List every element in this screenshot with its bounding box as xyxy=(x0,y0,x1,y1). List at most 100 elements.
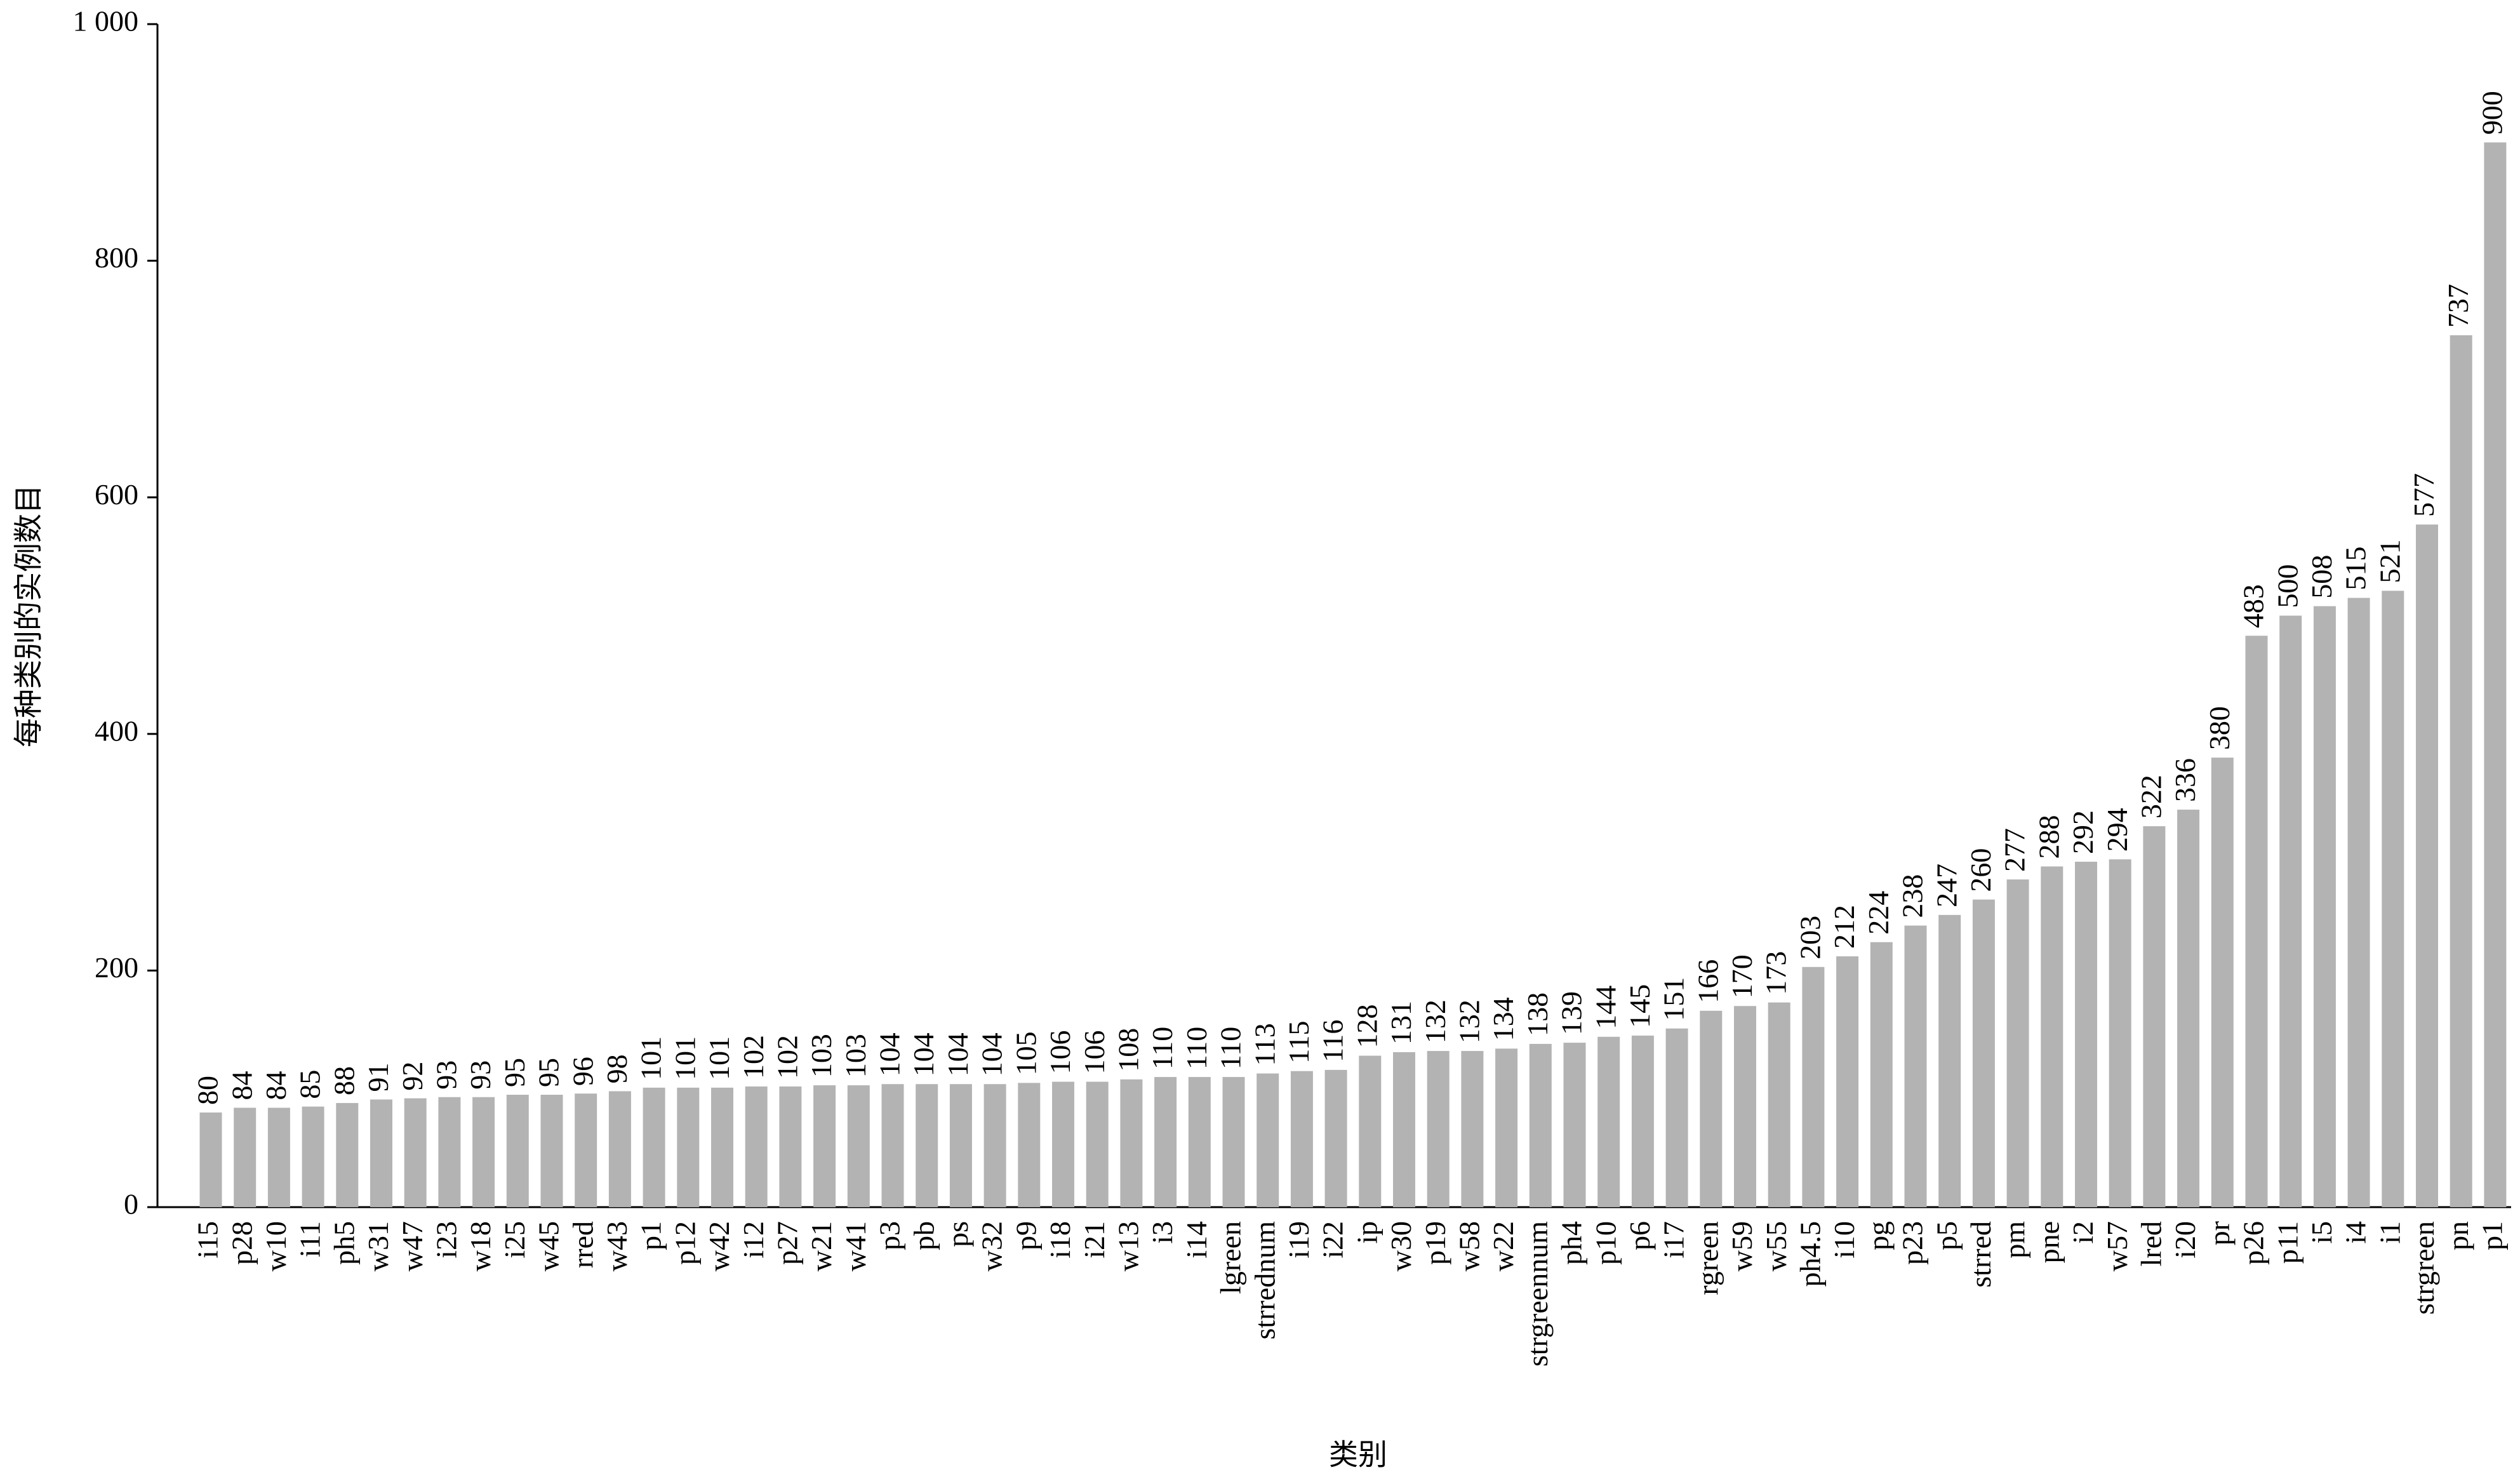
value-label: 508 xyxy=(2305,555,2338,599)
x-tick-label: p12 xyxy=(669,1221,701,1265)
bar xyxy=(1836,956,1859,1207)
x-tick-label: p23 xyxy=(1897,1221,1929,1265)
x-tick-label: w47 xyxy=(396,1221,429,1271)
value-label: 104 xyxy=(874,1033,906,1076)
x-tick-label: i18 xyxy=(1044,1221,1076,1259)
bar xyxy=(234,1107,257,1207)
bar xyxy=(1700,1010,1723,1207)
bar xyxy=(540,1095,563,1207)
value-label: 101 xyxy=(703,1036,735,1080)
x-tick-label: w45 xyxy=(533,1221,565,1271)
x-tick-label: rgreen xyxy=(1691,1221,1724,1295)
bar xyxy=(1290,1071,1313,1207)
bar xyxy=(2347,598,2370,1207)
bar xyxy=(643,1087,665,1207)
bar xyxy=(779,1086,802,1207)
y-axis-label: 每种类别的实例数目 xyxy=(13,485,45,747)
x-tick-label: p11 xyxy=(2271,1221,2303,1264)
bar xyxy=(881,1084,904,1207)
x-tick-label: w42 xyxy=(703,1221,735,1271)
value-label: 288 xyxy=(2032,815,2065,859)
x-tick-label: pn xyxy=(2442,1221,2474,1250)
x-tick-label: p1 xyxy=(2476,1221,2508,1250)
x-axis-label: 类别 xyxy=(1329,1439,1387,1471)
x-tick-label: p28 xyxy=(225,1221,258,1265)
x-tick-label: ps xyxy=(942,1221,974,1247)
x-tick-label: lred xyxy=(2135,1221,2167,1267)
y-tick-label: 800 xyxy=(95,241,138,274)
x-tick-label: p26 xyxy=(2237,1221,2270,1265)
value-label: 108 xyxy=(1112,1028,1144,1072)
value-label: 292 xyxy=(2067,810,2099,854)
bar xyxy=(370,1099,392,1207)
value-label: 88 xyxy=(328,1066,360,1095)
value-label: 277 xyxy=(1999,828,2031,872)
bar xyxy=(2177,810,2200,1207)
bar xyxy=(1529,1043,1552,1207)
value-label: 134 xyxy=(1487,997,1519,1041)
x-tick-label: pm xyxy=(1999,1221,2031,1259)
value-label: 96 xyxy=(566,1057,599,1086)
x-tick-label: i14 xyxy=(1180,1221,1213,1259)
value-label: 132 xyxy=(1419,999,1451,1043)
value-label: 173 xyxy=(1760,951,1792,995)
x-tick-label: p6 xyxy=(1623,1221,1656,1250)
bar xyxy=(1393,1052,1415,1207)
x-tick-label: p19 xyxy=(1419,1221,1451,1265)
bar xyxy=(2041,866,2063,1207)
value-label: 336 xyxy=(2169,758,2201,802)
bar xyxy=(1631,1035,1654,1207)
bar xyxy=(2382,591,2404,1207)
bar xyxy=(1563,1043,1586,1207)
x-tick-label: w32 xyxy=(976,1221,1008,1271)
value-label: 322 xyxy=(2135,775,2167,819)
x-tick-label: i5 xyxy=(2305,1221,2338,1244)
bar xyxy=(711,1087,733,1207)
x-tick-label: ph4.5 xyxy=(1794,1221,1826,1287)
x-tick-label: i21 xyxy=(1078,1221,1110,1259)
x-tick-label: w18 xyxy=(464,1221,497,1271)
x-tick-label: i10 xyxy=(1828,1221,1860,1259)
value-label: 103 xyxy=(805,1034,837,1078)
x-tick-label: w59 xyxy=(1726,1221,1758,1271)
bar xyxy=(2211,758,2234,1207)
x-tick-label: w43 xyxy=(601,1221,633,1271)
bar xyxy=(1222,1077,1245,1207)
x-tick-label: p27 xyxy=(771,1221,803,1265)
bar xyxy=(1597,1036,1620,1207)
value-label: 110 xyxy=(1215,1027,1247,1069)
value-label: 110 xyxy=(1146,1027,1178,1069)
x-tick-label: i23 xyxy=(430,1221,462,1259)
bar xyxy=(1461,1051,1484,1207)
value-label: 106 xyxy=(1044,1031,1076,1074)
value-label: 380 xyxy=(2203,706,2236,750)
y-tick-label: 400 xyxy=(95,714,138,747)
bar xyxy=(1120,1079,1143,1207)
x-tick-label: i11 xyxy=(294,1221,326,1257)
value-label: 93 xyxy=(464,1060,497,1090)
bar xyxy=(1802,966,1825,1207)
x-tick-label: w31 xyxy=(362,1221,394,1271)
x-tick-label: w22 xyxy=(1487,1221,1519,1271)
x-tick-label: w10 xyxy=(260,1221,292,1271)
bar xyxy=(1427,1051,1450,1207)
x-tick-label: i2 xyxy=(2067,1221,2099,1244)
bar xyxy=(1154,1077,1177,1207)
value-label: 128 xyxy=(1350,1005,1383,1048)
value-label: 105 xyxy=(1010,1031,1042,1075)
x-tick-label: p3 xyxy=(874,1221,906,1250)
bar xyxy=(2245,636,2268,1207)
bar xyxy=(438,1097,461,1207)
bar xyxy=(949,1084,972,1207)
x-tick-label: i22 xyxy=(1317,1221,1349,1259)
x-tick-label: i1 xyxy=(2373,1221,2406,1244)
value-label: 98 xyxy=(601,1054,633,1083)
bar xyxy=(608,1091,631,1207)
value-label: 104 xyxy=(907,1033,940,1076)
x-tick-label: rred xyxy=(566,1221,599,1268)
bar xyxy=(983,1084,1006,1207)
x-tick-label: i19 xyxy=(1283,1221,1315,1259)
bar xyxy=(1904,925,1927,1207)
bar xyxy=(1257,1073,1279,1207)
